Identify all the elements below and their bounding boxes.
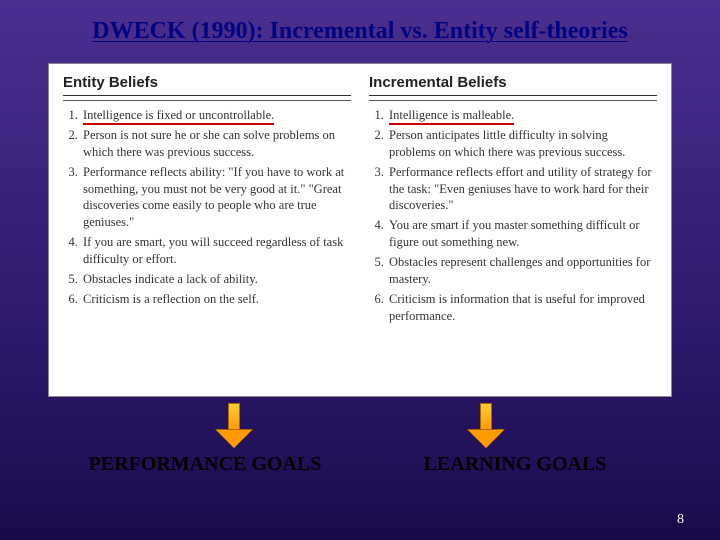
list-item: Obstacles represent challenges and oppor… xyxy=(387,254,657,288)
beliefs-table: Entity Beliefs Intelligence is fixed or … xyxy=(48,63,672,397)
highlighted-text: Intelligence is malleable. xyxy=(389,108,514,125)
performance-goals-label: PERFORMANCE GOALS xyxy=(50,453,360,476)
list-item: Intelligence is malleable. xyxy=(387,107,657,124)
list-item: You are smart if you master something di… xyxy=(387,217,657,251)
entity-list: Intelligence is fixed or uncontrollable.… xyxy=(81,107,351,308)
list-item: Obstacles indicate a lack of ability. xyxy=(81,271,351,288)
slide-title: DWECK (1990): Incremental vs. Entity sel… xyxy=(0,0,720,55)
list-item: Intelligence is fixed or uncontrollable. xyxy=(81,107,351,124)
arrow-down-icon xyxy=(216,403,252,449)
incremental-list: Intelligence is malleable. Person antici… xyxy=(387,107,657,325)
learning-goals-label: LEARNING GOALS xyxy=(360,453,670,476)
arrows-row xyxy=(48,403,672,449)
divider xyxy=(369,100,657,101)
list-item: Criticism is a reflection on the self. xyxy=(81,291,351,308)
list-item: Person is not sure he or she can solve p… xyxy=(81,127,351,161)
incremental-header: Incremental Beliefs xyxy=(369,74,657,96)
list-item: If you are smart, you will succeed regar… xyxy=(81,234,351,268)
incremental-column: Incremental Beliefs Intelligence is mall… xyxy=(369,74,657,328)
highlighted-text: Intelligence is fixed or uncontrollable. xyxy=(83,108,274,125)
arrow-down-icon xyxy=(468,403,504,449)
entity-header: Entity Beliefs xyxy=(63,74,351,96)
list-item: Performance reflects effort and utility … xyxy=(387,164,657,215)
divider xyxy=(63,100,351,101)
list-item: Criticism is information that is useful … xyxy=(387,291,657,325)
page-number: 8 xyxy=(677,512,684,528)
goals-row: PERFORMANCE GOALS LEARNING GOALS xyxy=(30,453,690,476)
list-item: Person anticipates little difficulty in … xyxy=(387,127,657,161)
list-item: Performance reflects ability: "If you ha… xyxy=(81,164,351,232)
entity-column: Entity Beliefs Intelligence is fixed or … xyxy=(63,74,351,328)
